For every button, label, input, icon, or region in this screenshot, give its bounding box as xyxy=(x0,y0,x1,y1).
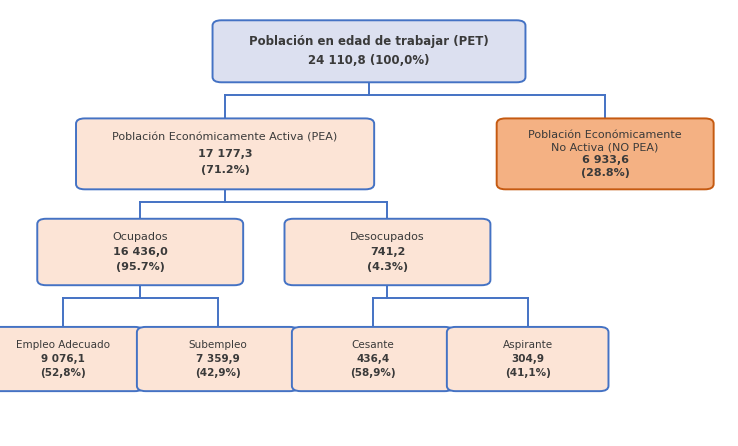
Text: (4.3%): (4.3%) xyxy=(367,262,408,272)
FancyBboxPatch shape xyxy=(446,327,608,391)
Text: (28.8%): (28.8%) xyxy=(581,168,630,178)
Text: Población en edad de trabajar (PET): Población en edad de trabajar (PET) xyxy=(249,35,489,49)
Text: No Activa (NO PEA): No Activa (NO PEA) xyxy=(551,143,659,153)
Text: Población Económicamente Activa (PEA): Población Económicamente Activa (PEA) xyxy=(112,133,338,143)
Text: 24 110,8 (100,0%): 24 110,8 (100,0%) xyxy=(308,54,430,67)
FancyBboxPatch shape xyxy=(213,20,525,82)
FancyBboxPatch shape xyxy=(497,118,714,189)
Text: Subempleo: Subempleo xyxy=(188,340,247,350)
Text: (41,1%): (41,1%) xyxy=(505,368,551,378)
Text: (58,9%): (58,9%) xyxy=(350,368,396,378)
Text: 9 076,1: 9 076,1 xyxy=(41,354,85,364)
FancyBboxPatch shape xyxy=(0,327,143,391)
Text: Población Económicamente: Población Económicamente xyxy=(528,130,682,140)
Text: (95.7%): (95.7%) xyxy=(116,262,165,272)
Text: 304,9: 304,9 xyxy=(511,354,544,364)
Text: (52,8%): (52,8%) xyxy=(40,368,86,378)
FancyBboxPatch shape xyxy=(292,327,453,391)
Text: (42,9%): (42,9%) xyxy=(195,368,241,378)
Text: 436,4: 436,4 xyxy=(356,354,390,364)
Text: Ocupados: Ocupados xyxy=(112,232,168,242)
Text: Cesante: Cesante xyxy=(351,340,394,350)
FancyBboxPatch shape xyxy=(76,118,374,189)
Text: (71.2%): (71.2%) xyxy=(201,165,249,175)
FancyBboxPatch shape xyxy=(285,219,491,285)
Text: 7 359,9: 7 359,9 xyxy=(196,354,240,364)
FancyBboxPatch shape xyxy=(137,327,298,391)
Text: 741,2: 741,2 xyxy=(370,247,405,257)
Text: 17 177,3: 17 177,3 xyxy=(198,149,252,159)
Text: 6 933,6: 6 933,6 xyxy=(582,155,629,165)
Text: Empleo Adecuado: Empleo Adecuado xyxy=(15,340,110,350)
Text: Desocupados: Desocupados xyxy=(350,232,425,242)
Text: 16 436,0: 16 436,0 xyxy=(113,247,168,257)
Text: Aspirante: Aspirante xyxy=(503,340,553,350)
FancyBboxPatch shape xyxy=(38,219,244,285)
